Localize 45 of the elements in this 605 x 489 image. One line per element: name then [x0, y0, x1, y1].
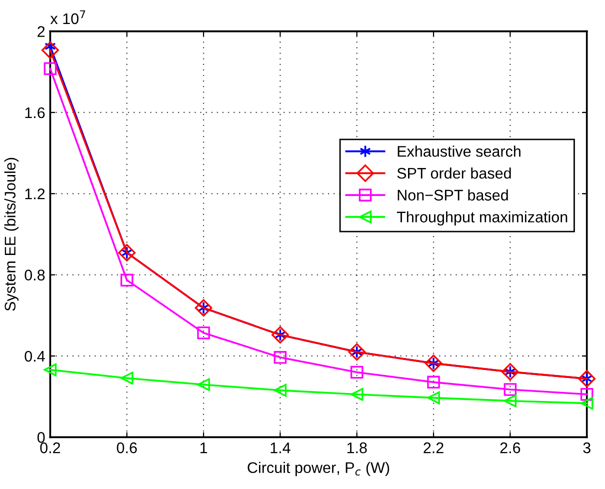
point — [197, 326, 210, 340]
point — [424, 354, 442, 372]
point — [197, 378, 210, 391]
legend-label: SPT order based — [397, 167, 511, 179]
point — [427, 391, 440, 404]
point — [194, 299, 212, 317]
x-tick-label: 2.6 — [500, 442, 520, 454]
legend-label: Throughput maximization — [396, 211, 568, 226]
point — [120, 372, 134, 385]
y-tick-label: 0.4 — [24, 350, 45, 362]
point — [504, 394, 517, 408]
x-tick-label: 0.6 — [116, 442, 137, 454]
y-tick-label: 2 — [38, 26, 45, 37]
point — [44, 62, 57, 76]
point — [504, 383, 517, 396]
x-tick-label: 1 — [200, 442, 208, 454]
point — [580, 388, 594, 401]
x-tick-label: 3 — [583, 442, 590, 454]
point — [580, 396, 594, 410]
point — [274, 351, 287, 364]
text: x 10$^{7}$ — [50, 10, 86, 24]
x-tick-label: 2.2 — [424, 442, 444, 454]
point — [501, 363, 519, 381]
x-tick-label: 1.8 — [347, 442, 367, 454]
point — [44, 363, 57, 376]
y-tick-label: 0.8 — [24, 270, 45, 281]
point — [348, 343, 366, 361]
point — [427, 376, 440, 389]
point — [350, 366, 364, 379]
legend-label: Exhaustive search — [398, 146, 520, 157]
y-axis-title: System EE (bits/Joule) — [4, 158, 19, 311]
x-axis-title: Circuit power, P$_{c}$ (W) — [248, 462, 390, 476]
y-tick-label: 0 — [37, 432, 45, 443]
point — [118, 244, 136, 262]
point — [274, 384, 287, 397]
x-tick-label: 0.2 — [40, 442, 60, 454]
x-tick-label: 1.4 — [270, 442, 290, 454]
point — [350, 388, 364, 401]
point — [120, 274, 134, 286]
point — [578, 370, 596, 388]
legend-label: Non−SPT based — [398, 189, 508, 201]
y-tick-label: 1.2 — [25, 188, 45, 200]
point — [42, 41, 59, 59]
point — [272, 326, 289, 344]
y-tick-label: 1.6 — [25, 107, 45, 118]
